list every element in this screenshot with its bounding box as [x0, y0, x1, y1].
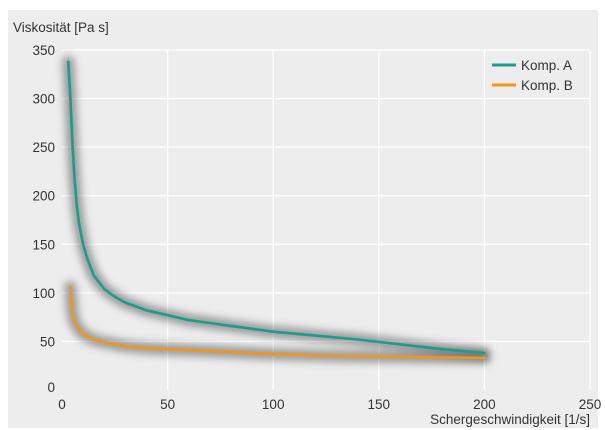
legend: Komp. A Komp. B — [492, 58, 573, 93]
x-tick-label: 100 — [262, 397, 285, 412]
y-tick-label: 50 — [40, 334, 55, 349]
x-tick-label: 50 — [160, 397, 175, 412]
x-axis-label: Schergeschwindigkeit [1/s] — [430, 412, 590, 427]
plot-background — [8, 10, 598, 428]
legend-label: Komp. B — [521, 78, 573, 93]
series-line-komp-a — [67, 60, 486, 355]
x-tick-labels: 0 50 100 150 200 250 — [58, 397, 601, 412]
series-line-komp-b — [69, 285, 486, 360]
y-tick-label: 0 — [47, 380, 55, 395]
y-tick-label: 250 — [32, 140, 55, 155]
y-tick-label: 100 — [32, 286, 55, 301]
legend-label: Komp. A — [521, 58, 572, 73]
y-tick-label: 200 — [32, 189, 55, 204]
y-tick-label: 150 — [32, 237, 55, 252]
grid-lines — [62, 49, 591, 390]
x-tick-label: 200 — [473, 397, 496, 412]
x-tick-label: 0 — [58, 397, 66, 412]
y-tick-label: 350 — [32, 43, 55, 58]
x-tick-label: 250 — [579, 397, 602, 412]
y-axis-label: Viskosität [Pa s] — [13, 20, 109, 35]
series-lines — [67, 60, 486, 360]
x-tick-label: 150 — [368, 397, 391, 412]
y-tick-label: 300 — [32, 92, 55, 107]
y-tick-labels: 0 50 100 150 200 250 300 350 — [32, 43, 55, 395]
